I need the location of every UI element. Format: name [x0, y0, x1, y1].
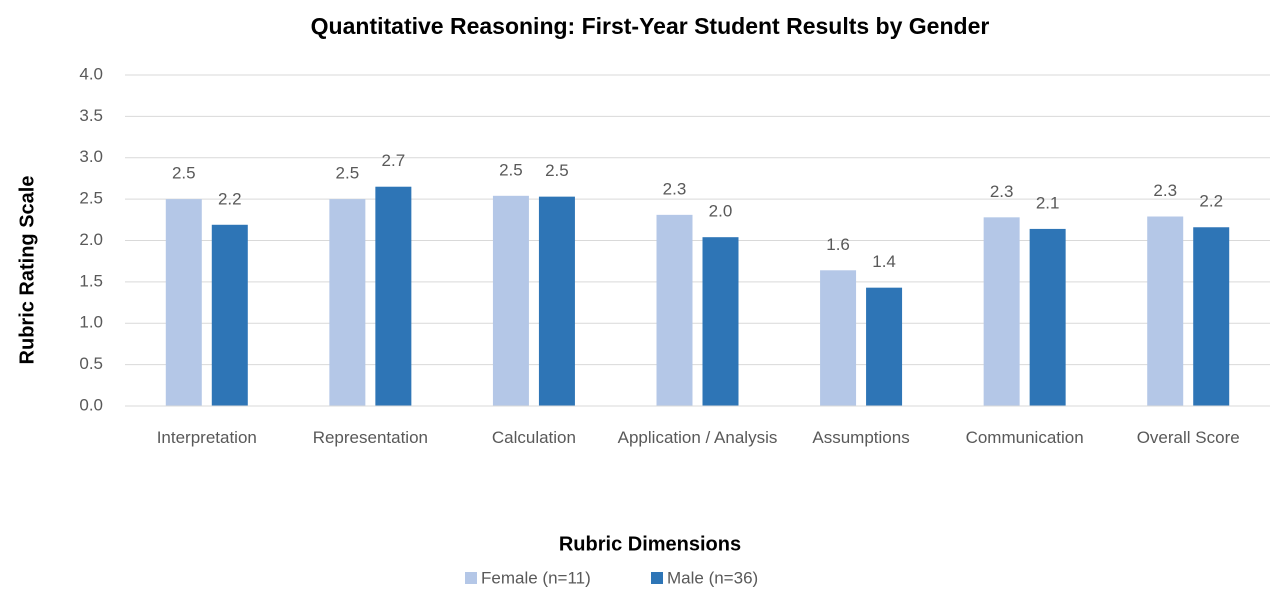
data-label: 2.5	[545, 161, 569, 180]
bar	[820, 270, 857, 406]
legend-label: Male (n=36)	[667, 568, 758, 587]
bar	[165, 199, 202, 406]
bar	[329, 199, 366, 406]
x-tick-label: Overall Score	[1136, 428, 1240, 447]
chart-title: Quantitative Reasoning: First-Year Stude…	[311, 13, 990, 39]
bar	[1147, 216, 1184, 406]
x-tick-label: Communication	[965, 428, 1084, 447]
bar	[1193, 227, 1230, 406]
data-label: 2.3	[663, 179, 687, 198]
y-tick-label: 4.0	[79, 64, 103, 83]
legend-label: Female (n=11)	[481, 568, 591, 587]
data-label: 2.2	[1199, 192, 1223, 211]
y-tick-label: 0.5	[79, 354, 103, 373]
y-tick-label: 0.0	[79, 395, 103, 414]
data-label: 2.0	[709, 202, 733, 221]
data-label: 2.1	[1036, 193, 1060, 212]
data-label: 2.3	[1153, 181, 1177, 200]
bar	[656, 214, 693, 406]
data-label: 1.6	[826, 235, 850, 254]
y-tick-label: 3.0	[79, 147, 103, 166]
data-label: 2.5	[336, 164, 360, 183]
bar	[1029, 228, 1066, 406]
y-axis-title: Rubric Rating Scale	[16, 176, 38, 365]
x-tick-label: Interpretation	[156, 428, 257, 447]
y-tick-label: 3.5	[79, 106, 103, 125]
bar	[866, 287, 903, 406]
legend-swatch	[465, 572, 477, 584]
data-label: 2.5	[499, 160, 523, 179]
x-tick-label: Calculation	[491, 428, 576, 447]
bar	[375, 186, 412, 406]
x-tick-label: Application / Analysis	[617, 428, 778, 447]
bar	[211, 224, 248, 406]
bar	[538, 196, 575, 406]
data-label: 2.7	[382, 151, 406, 170]
x-tick-label: Assumptions	[812, 428, 910, 447]
y-tick-label: 1.0	[79, 313, 103, 332]
legend-swatch	[651, 572, 663, 584]
data-label: 2.3	[990, 182, 1014, 201]
y-tick-label: 1.5	[79, 271, 103, 290]
y-tick-label: 2.0	[79, 230, 103, 249]
y-tick-label: 2.5	[79, 189, 103, 208]
x-axis-title: Rubric Dimensions	[559, 533, 741, 555]
data-label: 2.5	[172, 164, 196, 183]
bar	[983, 217, 1020, 406]
bar	[702, 237, 739, 406]
data-label: 2.2	[218, 189, 242, 208]
x-tick-label: Representation	[312, 428, 428, 447]
bar	[492, 195, 529, 406]
data-label: 1.4	[872, 252, 896, 271]
